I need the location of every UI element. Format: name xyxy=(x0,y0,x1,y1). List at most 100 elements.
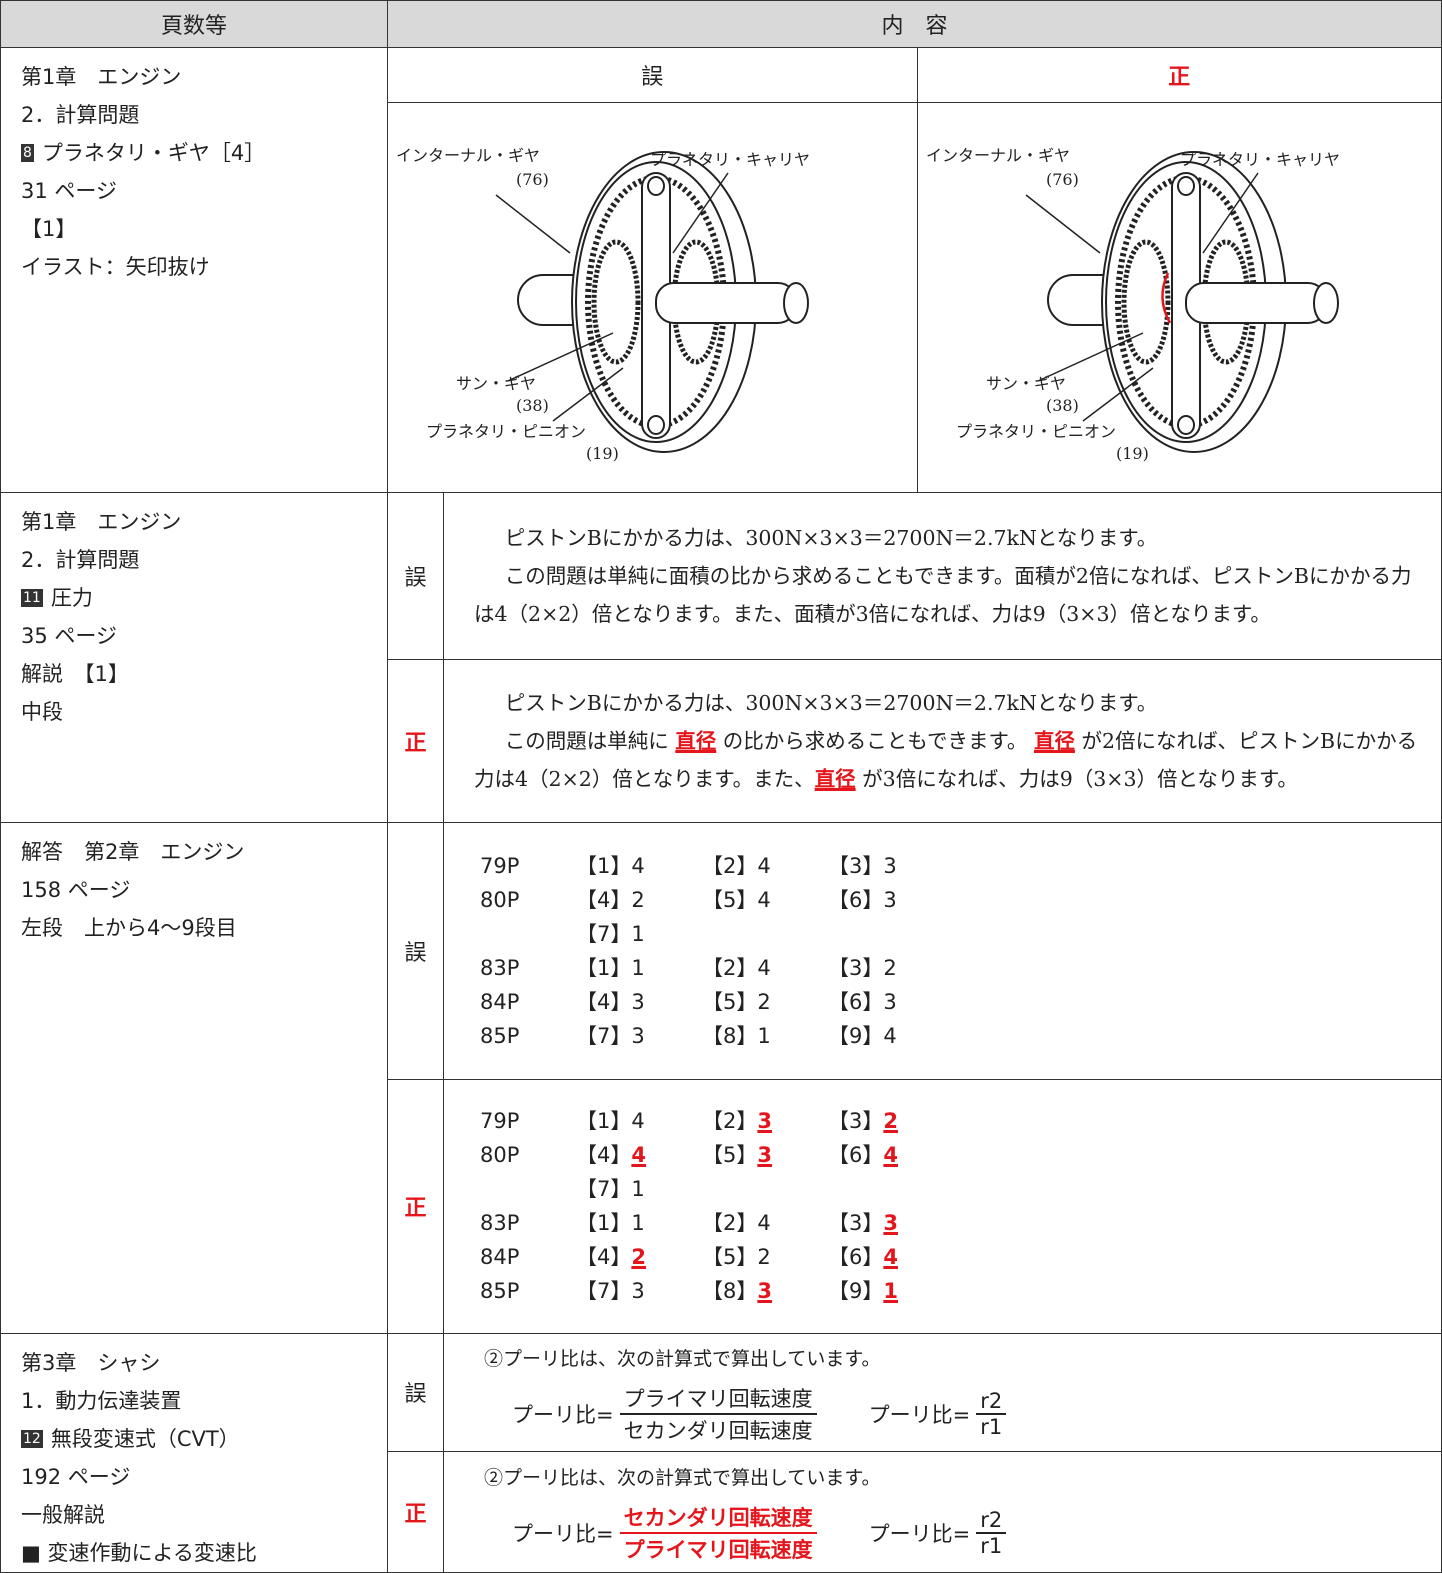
question-no: 【9】 xyxy=(828,1024,883,1048)
text-cell: ピストンBにかかる力は、300N×3×3＝2700N＝2.7kNとなります。この… xyxy=(444,492,1442,659)
question-no: 【1】 xyxy=(576,1109,631,1133)
answer: 3 xyxy=(631,1024,644,1048)
answer-item: 【3】2 xyxy=(828,1104,954,1138)
location-line: 35 ページ xyxy=(21,617,387,655)
location-line: イラスト：矢印抜け xyxy=(21,248,387,286)
page-ref: 83P xyxy=(480,951,576,985)
gear-illustration: インターナル・ギヤ(76)プラネタリ・キャリヤサン・ギヤ(38)プラネタリ・ピニ… xyxy=(388,103,916,488)
answer-line: 79P【1】4【2】4【3】3 xyxy=(480,849,1441,883)
answer-line: 【7】1 xyxy=(480,917,1441,951)
answer: 1 xyxy=(631,1211,644,1235)
answer-line: 83P【1】1【2】4【3】2 xyxy=(480,951,1441,985)
label: インターナル・ギヤ xyxy=(396,146,540,165)
illustration-cell: インターナル・ギヤ(76)プラネタリ・キャリヤサン・ギヤ(38)プラネタリ・ピニ… xyxy=(388,102,917,492)
denominator: r1 xyxy=(976,1415,1006,1439)
answer: 2 xyxy=(883,956,896,980)
location-line: 31 ページ xyxy=(21,172,387,210)
answer-item: 【1】1 xyxy=(576,1206,702,1240)
answer: 2 xyxy=(631,888,644,912)
question-no: 【4】 xyxy=(576,1143,631,1167)
number-badge: 8 xyxy=(21,144,34,162)
correct-label: 正 xyxy=(388,1451,444,1572)
answer-item: 【6】3 xyxy=(828,985,954,1019)
answer: 3 xyxy=(631,1279,644,1303)
paragraph: この問題は単純に 直径 の比から求めることもできます。 直径 が2倍になれば、ピ… xyxy=(474,722,1421,798)
answer-item: 【1】4 xyxy=(576,849,702,883)
answer-item: 【5】4 xyxy=(702,883,828,917)
location-line: 1．動力伝達装置 xyxy=(21,1382,387,1420)
answer-item: 【7】3 xyxy=(576,1019,702,1053)
page-ref: 85P xyxy=(480,1019,576,1053)
answer-item: 【3】3 xyxy=(828,849,954,883)
page-ref xyxy=(480,917,576,951)
highlight: 直径 xyxy=(815,767,856,791)
answer-item: 【7】3 xyxy=(576,1274,702,1308)
intro-text: ②プーリ比は、次の計算式で算出しています。 xyxy=(484,1344,1441,1371)
number-badge: 11 xyxy=(21,589,43,607)
label: (19) xyxy=(1116,444,1149,463)
numerator: プライマリ回転速度 xyxy=(620,1383,817,1415)
label: プラネタリ・キャリヤ xyxy=(650,150,810,169)
answer-item: 【5】2 xyxy=(702,985,828,1019)
answer: 1 xyxy=(631,922,644,946)
answer-line: 84P【4】2【5】2【6】4 xyxy=(480,1240,1441,1274)
page-ref: 79P xyxy=(480,1104,576,1138)
answer-item: 【2】4 xyxy=(702,951,828,985)
answer: 2 xyxy=(757,990,770,1014)
fraction: セカンダリ回転速度プライマリ回転速度 xyxy=(620,1502,817,1564)
page-ref: 84P xyxy=(480,1240,576,1274)
gear-illustration: インターナル・ギヤ(76)プラネタリ・キャリヤサン・ギヤ(38)プラネタリ・ピニ… xyxy=(918,103,1442,488)
intro-text: ②プーリ比は、次の計算式で算出しています。 xyxy=(484,1463,1441,1490)
question-no: 【4】 xyxy=(576,990,631,1014)
answer-item: 【2】4 xyxy=(702,1206,828,1240)
formula-lhs: プーリ比= xyxy=(869,1399,971,1429)
answer-item: 【5】2 xyxy=(702,1240,828,1274)
answer: 4 xyxy=(883,1024,896,1048)
denominator: r1 xyxy=(976,1534,1006,1558)
shaft-end xyxy=(1314,283,1338,323)
answer: 4 xyxy=(757,888,770,912)
page-ref: 84P xyxy=(480,985,576,1019)
paragraph: ピストンBにかかる力は、300N×3×3＝2700N＝2.7kNとなります。 xyxy=(474,684,1421,722)
answer-line: 80P【4】4【5】3【6】4 xyxy=(480,1138,1441,1172)
numerator: r2 xyxy=(976,1389,1006,1415)
question-no: 【5】 xyxy=(702,1245,757,1269)
question-no: 【6】 xyxy=(828,1245,883,1269)
page-ref xyxy=(480,1172,576,1206)
question-no: 【6】 xyxy=(828,990,883,1014)
text: この問題は単純に xyxy=(505,729,676,753)
answer-item: 【9】4 xyxy=(828,1019,954,1053)
answer: 1 xyxy=(757,1024,770,1048)
answer-item: 【3】3 xyxy=(828,1206,954,1240)
correct-label: 正 xyxy=(388,1079,444,1333)
numerator: セカンダリ回転速度 xyxy=(620,1502,817,1534)
question-no: 【7】 xyxy=(576,1177,631,1201)
fraction: プライマリ回転速度セカンダリ回転速度 xyxy=(620,1383,817,1445)
page-ref: 80P xyxy=(480,1138,576,1172)
corrected-answer: 3 xyxy=(757,1279,772,1303)
corrected-answer: 2 xyxy=(883,1109,898,1133)
question-no: 【3】 xyxy=(828,1211,883,1235)
highlight: 直径 xyxy=(675,729,716,753)
shaft-end xyxy=(784,283,808,323)
question-no: 【7】 xyxy=(576,922,631,946)
answer-line: 79P【1】4【2】3【3】2 xyxy=(480,1104,1441,1138)
leader-line xyxy=(1026,195,1100,253)
corrected-answer: 4 xyxy=(631,1143,646,1167)
pin xyxy=(648,416,664,434)
text: の比から求めることもできます。 xyxy=(716,729,1034,753)
answer-item: 【5】3 xyxy=(702,1138,828,1172)
answer: 3 xyxy=(883,888,896,912)
corrected-answer: 1 xyxy=(883,1279,898,1303)
question-no: 【7】 xyxy=(576,1279,631,1303)
illustration-table: 誤 正 インターナル・ギヤ(76)プラネタリ・キャリヤサン・ギヤ(38)プラネタ… xyxy=(388,48,1441,492)
corrected-answer: 2 xyxy=(631,1245,646,1269)
location-line: 【1】 xyxy=(21,210,387,248)
